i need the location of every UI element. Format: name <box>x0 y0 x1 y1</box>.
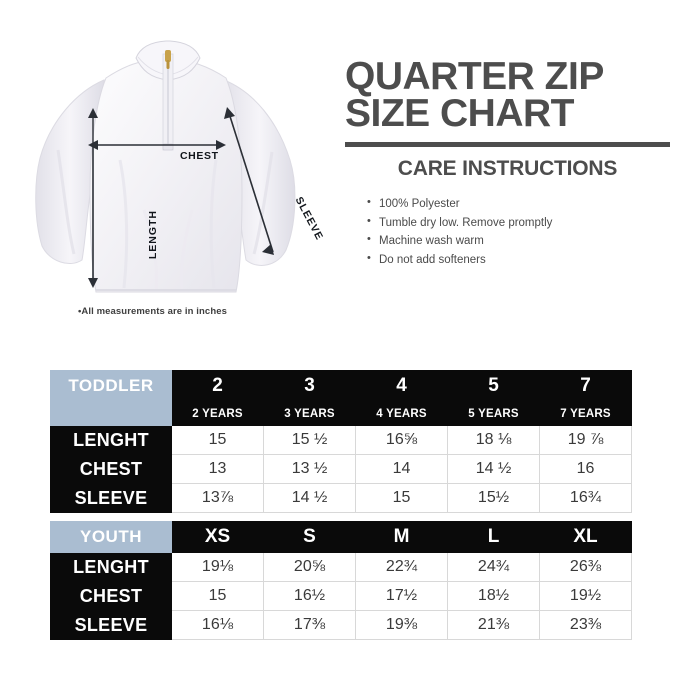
measurement-cell: 19½ <box>539 581 632 611</box>
measurement-cell: 15 ½ <box>263 425 356 455</box>
care-item: Do not add softeners <box>367 250 670 270</box>
row-label-sleeve: SLEEVE <box>50 483 172 513</box>
youth-size-header: XS <box>171 521 264 553</box>
youth-size-header: M <box>355 521 448 553</box>
measurement-cell: 16¾ <box>539 483 632 513</box>
toddler-age-header: 5 YEARS <box>447 401 540 426</box>
table-row: LENGHT 19⅛ 20⅝ 22¾ 24¾ 26⅜ <box>50 552 632 582</box>
toddler-age-header: 3 YEARS <box>263 401 356 426</box>
measurements-note: •All measurements are in inches <box>78 306 227 317</box>
measurement-cell: 13⅞ <box>171 483 264 513</box>
toddler-age-header: 7 YEARS <box>539 401 632 426</box>
measurement-cell: 15 <box>171 425 264 455</box>
toddler-size-header: 7 <box>539 370 632 402</box>
youth-group-label: YOUTH <box>50 521 172 553</box>
care-instructions-list: 100% Polyester Tumble dry low. Remove pr… <box>345 194 670 270</box>
measurement-cell: 24¾ <box>447 552 540 582</box>
table-row: LENGHT 15 15 ½ 16⅝ 18 ⅛ 19 ⅞ <box>50 425 632 455</box>
care-item: Tumble dry low. Remove promptly <box>367 213 670 233</box>
chest-dimension-label: CHEST <box>180 150 219 162</box>
measurement-cell: 13 ½ <box>263 454 356 484</box>
measurement-cell: 16⅝ <box>355 425 448 455</box>
table-row: SLEEVE 16⅛ 17⅜ 19⅜ 21⅜ 23⅜ <box>50 610 632 640</box>
length-dimension-label: LENGTH <box>147 210 159 260</box>
spacer-cell <box>50 401 172 426</box>
row-label-chest: CHEST <box>50 454 172 484</box>
youth-size-header: XL <box>539 521 632 553</box>
youth-size-table: YOUTH XS S M L XL LENGHT 19⅛ 20⅝ 22¾ 24¾… <box>50 521 632 640</box>
title-panel: QUARTER ZIP SIZE CHART CARE INSTRUCTIONS… <box>345 55 670 270</box>
measurement-cell: 15 <box>355 483 448 513</box>
table-row: SLEEVE 13⅞ 14 ½ 15 15½ 16¾ <box>50 483 632 513</box>
measurement-cell: 23⅜ <box>539 610 632 640</box>
row-label-chest: CHEST <box>50 581 172 611</box>
measurement-cell: 14 ½ <box>447 454 540 484</box>
table-row: CHEST 13 13 ½ 14 14 ½ 16 <box>50 454 632 484</box>
toddler-size-header: 2 <box>171 370 264 402</box>
measurement-cell: 15 <box>171 581 264 611</box>
toddler-size-header: 5 <box>447 370 540 402</box>
toddler-group-label: TODDLER <box>50 370 172 402</box>
measurement-cell: 15½ <box>447 483 540 513</box>
quarter-zip-jacket-icon <box>35 40 296 293</box>
title-divider <box>345 141 670 147</box>
measurement-cell: 18½ <box>447 581 540 611</box>
row-label-sleeve: SLEEVE <box>50 610 172 640</box>
measurement-cell: 14 ½ <box>263 483 356 513</box>
table-row: CHEST 15 16½ 17½ 18½ 19½ <box>50 581 632 611</box>
youth-size-header: L <box>447 521 540 553</box>
care-instructions-heading: CARE INSTRUCTIONS <box>397 156 618 180</box>
measurement-cell: 26⅜ <box>539 552 632 582</box>
youth-size-header: S <box>263 521 356 553</box>
toddler-age-header: 4 YEARS <box>355 401 448 426</box>
row-label-lenght: LENGHT <box>50 552 172 582</box>
measurement-cell: 19⅜ <box>355 610 448 640</box>
measurement-cell: 17½ <box>355 581 448 611</box>
measurement-cell: 16½ <box>263 581 356 611</box>
care-item: 100% Polyester <box>367 194 670 214</box>
table-header-row: TODDLER 2 3 4 5 7 <box>50 370 632 402</box>
page-title: QUARTER ZIP SIZE CHART <box>345 55 604 136</box>
measurement-cell: 17⅜ <box>263 610 356 640</box>
toddler-age-header: 2 YEARS <box>171 401 264 426</box>
measurement-cell: 16 <box>539 454 632 484</box>
measurement-cell: 13 <box>171 454 264 484</box>
toddler-size-header: 4 <box>355 370 448 402</box>
row-label-lenght: LENGHT <box>50 425 172 455</box>
header-section: CHEST LENGTH SLEEVE •All measurements ar… <box>0 0 700 345</box>
measurement-cell: 22¾ <box>355 552 448 582</box>
measurement-cell: 21⅜ <box>447 610 540 640</box>
measurement-cell: 19 ⅞ <box>539 425 632 455</box>
garment-illustration: CHEST LENGTH SLEEVE <box>28 40 328 340</box>
toddler-size-table: TODDLER 2 3 4 5 7 2 YEARS 3 YEARS 4 YEAR… <box>50 370 632 513</box>
measurement-cell: 14 <box>355 454 448 484</box>
care-item: Machine wash warm <box>367 231 670 251</box>
toddler-size-header: 3 <box>263 370 356 402</box>
measurement-cell: 16⅛ <box>171 610 264 640</box>
measurement-cell: 18 ⅛ <box>447 425 540 455</box>
table-age-row: 2 YEARS 3 YEARS 4 YEARS 5 YEARS 7 YEARS <box>50 401 632 426</box>
measurement-cell: 19⅛ <box>171 552 264 582</box>
measurement-cell: 20⅝ <box>263 552 356 582</box>
table-header-row: YOUTH XS S M L XL <box>50 521 632 553</box>
